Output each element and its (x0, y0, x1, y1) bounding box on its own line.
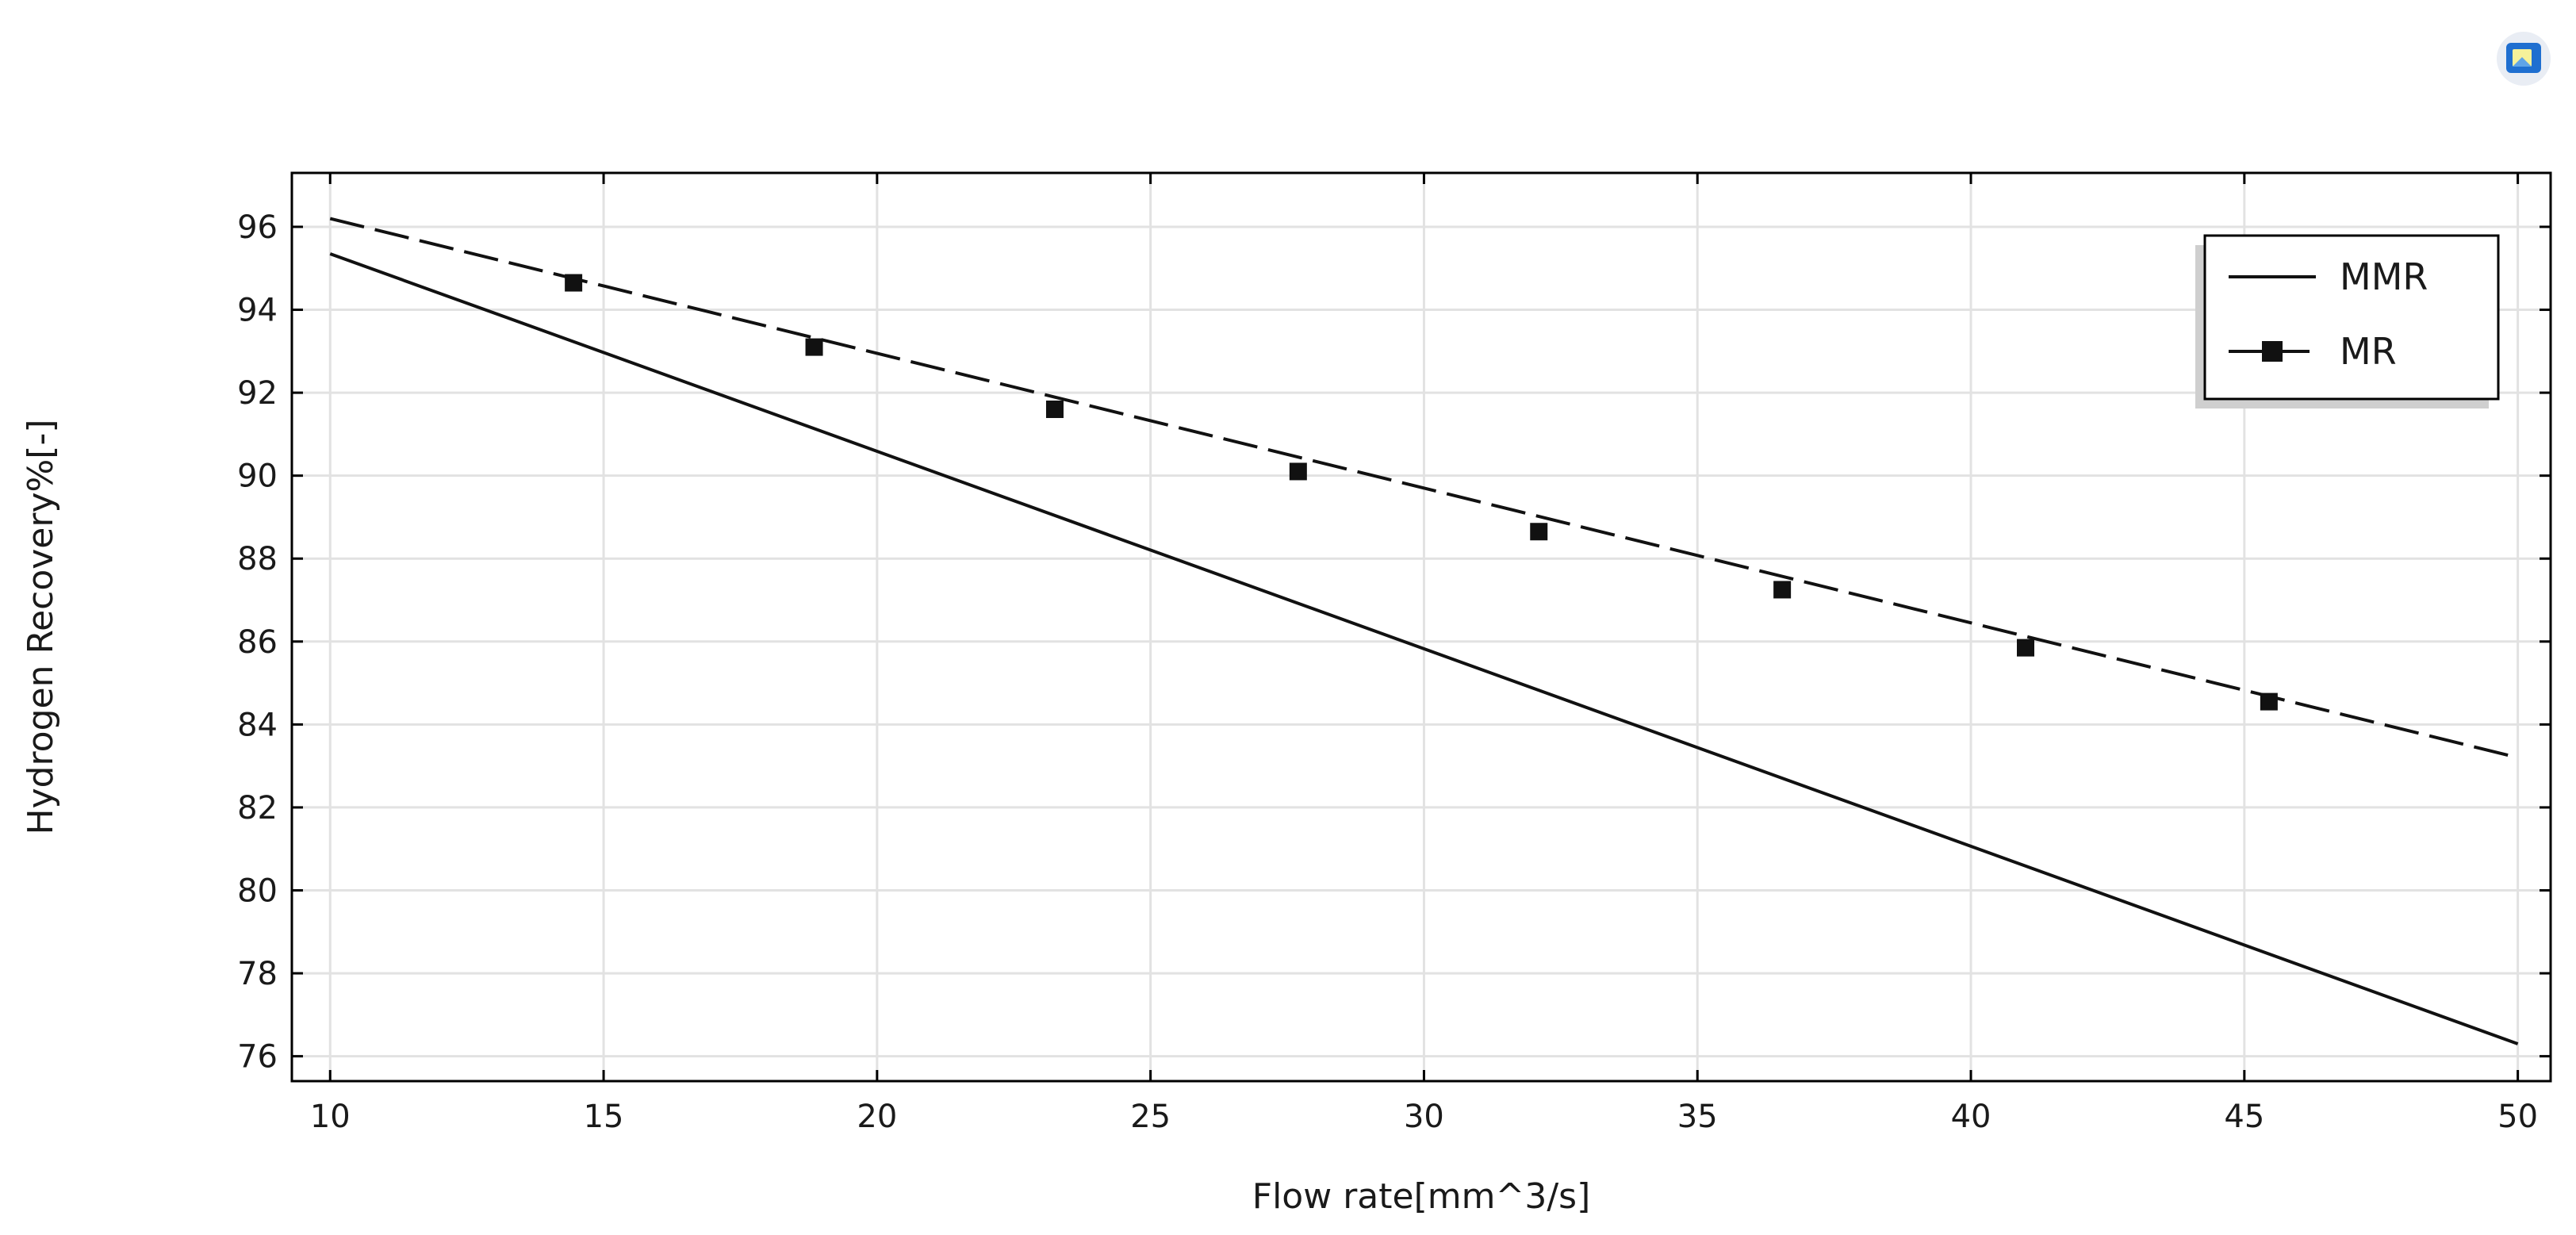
x-tick-label: 20 (857, 1099, 897, 1135)
data-point-mr (2016, 639, 2034, 657)
y-axis-label: Hydrogen Recovery%[-] (21, 419, 61, 834)
legend: MMR MR (2195, 234, 2500, 408)
series-mr (329, 217, 2519, 760)
x-tick-label: 45 (2224, 1099, 2264, 1135)
y-tick-label: 82 (237, 790, 278, 827)
data-point-mr (1289, 462, 1307, 481)
x-tick-label: 40 (1951, 1099, 1991, 1135)
y-tick-label: 86 (237, 624, 278, 661)
y-tick-label: 96 (237, 209, 278, 246)
data-point-mr (1773, 581, 1792, 599)
y-tick-label: 80 (237, 873, 278, 909)
x-tick-label: 10 (310, 1099, 351, 1135)
legend-entry-mr: MR (2229, 330, 2397, 373)
data-point-mr (805, 338, 823, 356)
y-tick-label: 76 (237, 1039, 278, 1076)
x-axis-label: Flow rate[mm^3/s] (1252, 1176, 1590, 1217)
x-tick-label: 50 (2497, 1099, 2538, 1135)
legend-marker-mr (2262, 341, 2283, 362)
legend-entry-mmr: MMR (2229, 255, 2428, 298)
x-tick-label: 25 (1130, 1099, 1171, 1135)
y-tick-label: 84 (237, 707, 278, 743)
y-tick-label: 92 (237, 375, 278, 412)
data-point-mr (565, 274, 583, 292)
data-point-mr (2260, 692, 2278, 711)
y-tick-label: 94 (237, 293, 278, 329)
x-tick-label: 30 (1404, 1099, 1444, 1135)
series-line-mr (329, 217, 2519, 760)
plot-background (292, 173, 2551, 1081)
grid-lines (292, 173, 2551, 1081)
legend-box (2203, 234, 2500, 401)
data-point-mr (1045, 401, 1064, 419)
series-mmr (329, 252, 2519, 1045)
y-tick-label: 90 (237, 458, 278, 495)
y-tick-label: 88 (237, 541, 278, 577)
y-tick-label: 78 (237, 956, 278, 992)
y-axis: 76 78 80 82 84 86 88 90 92 94 96 (237, 209, 2551, 1076)
image-export-icon[interactable] (2497, 32, 2551, 86)
plot-area: 10 15 20 25 30 35 40 45 50 76 78 80 82 84 86 88 90 92 94 96… (21, 171, 2552, 1217)
x-axis: 10 15 20 25 30 35 40 45 50 (310, 173, 2538, 1135)
axes-frame (290, 171, 2552, 1083)
legend-label-mr: MR (2340, 330, 2397, 373)
legend-label-mmr: MMR (2340, 255, 2428, 298)
series-line-mmr (329, 252, 2519, 1045)
x-tick-label: 35 (1677, 1099, 1718, 1135)
x-tick-label: 15 (584, 1099, 624, 1135)
data-point-mr (1530, 523, 1548, 541)
